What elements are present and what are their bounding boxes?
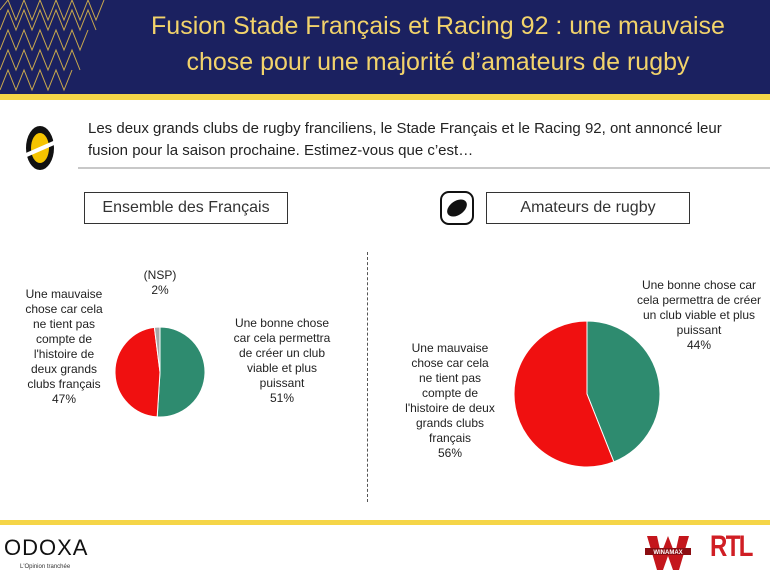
page-title: Fusion Stade Français et Racing 92 : une… [118,8,758,80]
question-text: Les deux grands clubs de rugby francilie… [88,120,722,159]
label-ensemble-nsp: (NSP) 2% [143,268,177,297]
label-amateurs-good: Une bonne chose car cela permettra de cr… [636,278,762,352]
title-line-2: chose pour une majorité d’amateurs de ru… [186,48,690,76]
rugby-ball-icon [440,191,474,225]
pie-slice-1 [513,320,615,468]
chart-title-ensemble: Ensemble des Français [84,192,288,224]
label-ensemble-good: Une bonne chose car cela permettra de cr… [233,316,331,405]
pie-chart-ensemble [114,326,206,418]
title-line-1: Fusion Stade Français et Racing 92 : une… [151,12,725,40]
header-accent-bar [0,94,770,100]
svg-text:WINAMAX: WINAMAX [653,550,682,556]
header-banner: Fusion Stade Français et Racing 92 : une… [0,0,770,94]
question-underline [78,167,770,169]
odoxa-tagline: L'Opinion tranchée [20,564,71,570]
footer-accent-bar [0,520,770,525]
pie-slice-0 [156,326,206,418]
rtl-logo: RTL [710,530,753,563]
label-amateurs-bad: Une mauvaise chose car cela ne tient pas… [405,341,495,460]
pie-chart-amateurs [513,320,661,468]
pie-slice-0 [586,320,661,463]
chart-title-amateurs: Amateurs de rugby [486,192,690,224]
winamax-logo: WINAMAX [645,536,691,570]
section-divider [367,252,368,502]
header-pattern [0,0,105,92]
odoxa-logo: ODOXA [4,535,89,560]
pie-slice-2 [153,326,161,373]
odoxa-lemon-icon [23,126,57,170]
label-ensemble-bad: Une mauvaise chose car cela ne tient pas… [25,287,103,406]
pie-slice-1 [114,326,161,418]
